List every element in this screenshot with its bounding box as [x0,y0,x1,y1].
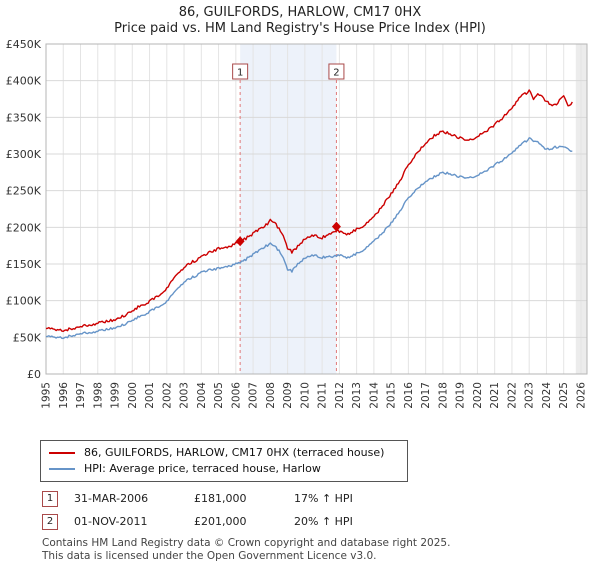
property-price-line [45,88,573,332]
y-axis-label: £300K [6,148,42,161]
x-axis-label: 2007 [248,382,260,409]
chart-legend: 86, GUILFORDS, HARLOW, CM17 0HX (terrace… [40,439,408,482]
event-label-text-2: 2 [333,67,339,78]
x-axis-label: 2021 [489,382,501,409]
sale-row-1: 1 31-MAR-2006 £181,000 17% ↑ HPI [42,490,600,507]
x-axis-label: 2010 [299,382,311,409]
legend-label-hpi: HPI: Average price, terraced house, Harl… [84,462,321,475]
x-axis-label: 2014 [368,381,380,408]
sale-marker-1 [235,235,245,246]
legend-label-property: 86, GUILFORDS, HARLOW, CM17 0HX (terrace… [84,446,385,459]
sale-2-date: 01-NOV-2011 [74,515,148,528]
y-axis-label: £150K [6,258,42,271]
x-axis-label: 2015 [386,382,398,409]
sale-1-date: 31-MAR-2006 [74,492,149,505]
sale-row-2: 2 01-NOV-2011 £201,000 20% ↑ HPI [42,513,600,530]
x-axis-label: 2013 [351,382,363,409]
x-axis-label: 2026 [575,381,587,408]
y-axis-label: £450K [6,38,42,51]
hpi-line [45,136,573,339]
x-axis-label: 2023 [524,382,536,409]
y-axis-label: £50K [13,331,42,344]
license-note: Contains HM Land Registry data © Crown c… [42,537,600,563]
page-title: 86, GUILFORDS, HARLOW, CM17 0HX [178,5,422,20]
y-axis-label: £0 [27,368,41,381]
x-axis-label: 1996 [58,381,70,408]
y-axis-label: £250K [6,184,42,197]
x-axis-label: 2009 [282,382,294,409]
x-axis-label: 2004 [196,381,208,408]
x-axis-label: 2019 [455,382,467,409]
page-subtitle: Price paid vs. HM Land Registry's House … [114,21,486,37]
event-label-box-2 [328,63,345,79]
y-axis-label: £350K [6,111,42,124]
hpi-line-swatch [49,467,75,470]
x-axis-label: 2022 [506,382,518,409]
sales-table: 1 31-MAR-2006 £181,000 17% ↑ HPI 2 01-NO… [42,490,600,530]
y-axis-label: £200K [6,221,42,234]
x-axis-label: 2012 [334,382,346,409]
x-axis-label: 1999 [110,382,122,409]
x-axis-label: 1997 [75,382,87,409]
x-axis-label: 2001 [144,382,156,409]
sale-2-price: £201,000 [194,515,247,528]
event-label-box-1 [232,63,249,79]
x-axis-label: 2024 [541,381,553,408]
x-axis-label: 2008 [265,382,277,409]
legend-item-property: 86, GUILFORDS, HARLOW, CM17 0HX (terrace… [49,445,399,461]
sale-2-number-box: 2 [42,513,58,530]
y-axis-label: £400K [6,74,42,87]
license-line-2: This data is licensed under the Open Gov… [42,549,377,562]
x-axis-label: 2017 [420,382,432,409]
x-axis-label: 2002 [161,382,173,409]
x-axis-label: 2011 [317,382,329,409]
sale-2-hpi-change: 20% ↑ HPI [294,515,353,528]
x-axis-label: 2003 [179,382,191,409]
x-axis-label: 2006 [230,381,242,408]
x-axis-label: 2025 [558,382,570,409]
x-axis-label: 2018 [437,382,449,409]
sale-1-hpi-change: 17% ↑ HPI [294,492,353,505]
x-axis-label: 1998 [92,382,104,409]
x-axis-label: 2020 [472,382,484,409]
property-line-swatch [49,451,75,454]
x-axis-label: 1995 [41,382,53,409]
sale-period-shading [240,43,337,374]
event-label-text-1: 1 [237,67,243,78]
x-axis-label: 2000 [127,382,139,409]
x-axis-label: 2005 [213,382,225,409]
license-line-1: Contains HM Land Registry data © Crown c… [42,536,451,549]
price-chart: 1 2 £0 £50K £100K £150K £200K £250K £300K £350K £4… [6,38,588,409]
sale-1-number-box: 1 [42,490,58,507]
x-axis-label: 2016 [403,381,415,408]
y-axis-label: £100K [6,294,42,307]
legend-item-hpi: HPI: Average price, terraced house, Harl… [49,461,399,477]
sale-marker-2 [331,221,341,232]
plot-border [45,43,588,374]
sale-1-price: £181,000 [194,492,247,505]
